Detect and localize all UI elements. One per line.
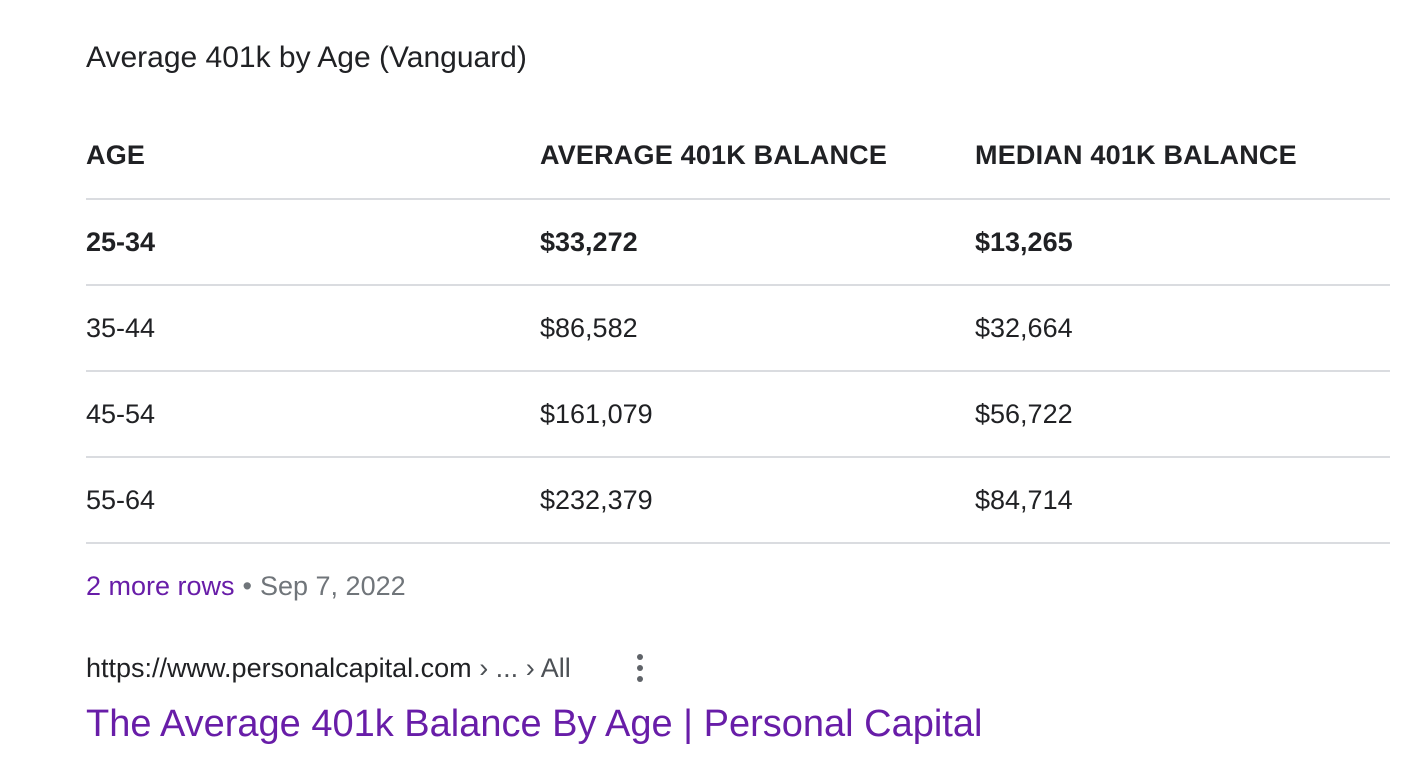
- table-row: 55-64 $232,379 $84,714: [86, 457, 1390, 544]
- result-url[interactable]: https://www.personalcapital.com › ... › …: [86, 650, 571, 686]
- more-rows-link[interactable]: 2 more rows: [86, 571, 235, 601]
- table-row: 35-44 $86,582 $32,664: [86, 285, 1390, 372]
- snippet-date: Sep 7, 2022: [260, 571, 406, 601]
- snippet-heading: Average 401k by Age (Vanguard): [86, 41, 527, 74]
- result-title-link[interactable]: The Average 401k Balance By Age | Person…: [86, 703, 983, 745]
- cell-age: 25-34: [86, 199, 540, 286]
- column-header-age: AGE: [86, 113, 540, 200]
- menu-dot: [637, 654, 643, 660]
- cell-average: $232,379: [540, 457, 975, 544]
- cell-age: 55-64: [86, 457, 540, 544]
- cell-median: $13,265: [975, 199, 1390, 286]
- result-breadcrumb: › ... › All: [471, 653, 571, 683]
- cell-age: 35-44: [86, 285, 540, 372]
- result-domain: https://www.personalcapital.com: [86, 653, 472, 683]
- column-header-average: AVERAGE 401K BALANCE: [540, 113, 975, 200]
- cell-average: $161,079: [540, 371, 975, 458]
- cell-average: $33,272: [540, 199, 975, 286]
- cell-median: $32,664: [975, 285, 1390, 372]
- menu-dot: [637, 665, 643, 671]
- column-header-median: MEDIAN 401K BALANCE: [975, 113, 1390, 200]
- cell-age: 45-54: [86, 371, 540, 458]
- menu-dot: [637, 676, 643, 682]
- snippet-table: AGE AVERAGE 401K BALANCE MEDIAN 401K BAL…: [86, 113, 1390, 544]
- table-header-row: AGE AVERAGE 401K BALANCE MEDIAN 401K BAL…: [86, 113, 1390, 200]
- meta-separator: •: [242, 571, 252, 601]
- snippet-meta: 2 more rows • Sep 7, 2022: [86, 568, 406, 604]
- cell-median: $84,714: [975, 457, 1390, 544]
- more-vert-icon[interactable]: [632, 654, 648, 682]
- table-row: 45-54 $161,079 $56,722: [86, 371, 1390, 458]
- cell-average: $86,582: [540, 285, 975, 372]
- cell-median: $56,722: [975, 371, 1390, 458]
- table-row: 25-34 $33,272 $13,265: [86, 199, 1390, 286]
